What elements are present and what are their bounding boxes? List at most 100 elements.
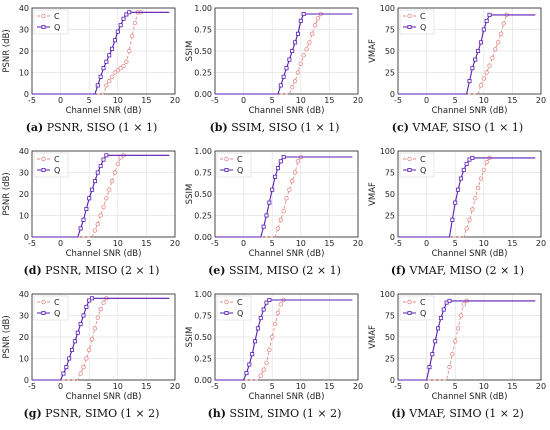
y-tick-label: 50 (385, 47, 395, 56)
x-tick-label: 10 (113, 239, 123, 248)
x-tick-label: -5 (394, 382, 402, 391)
data-point-q (264, 213, 269, 218)
data-point-q (98, 164, 103, 169)
x-tick-label: 5 (87, 239, 92, 248)
data-point-c (95, 315, 100, 320)
legend: CQ (33, 152, 69, 178)
y-tick-label: 0 (390, 376, 395, 385)
caption-prefix: (f) (390, 264, 407, 277)
legend: CQ (399, 295, 435, 321)
data-point-c (290, 84, 295, 90)
x-tick-label: 20 (353, 239, 363, 248)
chart-panel: -5 0 5 10 15 20 0 25 50 75 100 Channel SNR (dB) VMAF… (366, 143, 549, 261)
data-point-c (129, 33, 135, 39)
data-point-c (101, 300, 106, 305)
y-tick-label: 0.25 (194, 212, 212, 221)
caption-prefix: (d) (23, 264, 42, 277)
data-point-q (87, 298, 92, 303)
y-tick-label: 10 (19, 69, 29, 78)
y-tick-label: 0.25 (194, 355, 212, 364)
y-tick-label: 50 (385, 190, 395, 199)
x-tick-label: 5 (453, 382, 458, 391)
chart-panel: -5 0 5 10 15 20 0 10 20 30 40 Channel SNR (dB) PSNR … (0, 0, 183, 118)
data-point-q (101, 66, 106, 71)
legend-label: Q (420, 23, 426, 32)
data-point-q (267, 200, 272, 205)
legend-label: C (420, 298, 426, 307)
legend-marker (41, 299, 46, 305)
data-point-q (293, 40, 298, 45)
y-tick-label: 0.25 (194, 69, 212, 78)
legend-marker (407, 310, 412, 315)
plot-frame (397, 293, 542, 381)
data-point-q (281, 74, 286, 79)
data-point-c (109, 178, 115, 184)
x-tick-label: 20 (170, 382, 180, 391)
x-axis-label: Channel SNR (dB) (432, 392, 508, 402)
x-tick-label: 20 (536, 96, 546, 105)
legend-label: C (237, 155, 243, 164)
data-point-q (476, 49, 481, 54)
data-point-q (438, 316, 443, 321)
data-point-c (104, 196, 109, 201)
data-point-c (458, 313, 464, 318)
data-point-q (90, 296, 95, 301)
data-point-c (112, 70, 118, 75)
x-tick-label: 20 (536, 239, 546, 248)
x-axis-label: Channel SNR (dB) (66, 392, 142, 402)
plot-frame (397, 150, 542, 238)
chart-caption: (a) PSNR, SISO (1 × 1) (0, 121, 183, 134)
x-axis-label: Channel SNR (dB) (66, 106, 142, 116)
x-tick-label: 20 (170, 96, 180, 105)
data-point-q (95, 83, 100, 88)
x-axis-label: Channel SNR (dB) (432, 106, 508, 116)
caption-text: PSNR, MISO (2 × 1) (41, 264, 160, 277)
y-axis-label: SSIM (185, 327, 195, 348)
x-tick-label: 15 (507, 96, 517, 105)
legend-label: Q (237, 309, 243, 318)
caption-text: VMAF, MISO (2 × 1) (406, 264, 525, 277)
y-tick-label: 30 (19, 26, 29, 35)
data-point-c (101, 204, 106, 210)
data-point-c (78, 371, 83, 376)
chart-panel: -5 0 5 10 15 20 0.00 0.25 0.50 0.75 1.00 Channel SN… (183, 286, 366, 404)
legend-label: Q (420, 166, 426, 175)
chart-caption: (c) VMAF, SISO (1 × 1) (366, 121, 549, 134)
data-point-c (467, 217, 472, 222)
caption-text: VMAF, SISO (1 × 1) (408, 121, 524, 134)
x-tick-label: 5 (270, 96, 275, 105)
data-point-c (481, 167, 486, 173)
x-tick-label: -5 (211, 239, 219, 248)
x-tick-label: 0 (424, 96, 429, 105)
data-point-q (95, 170, 100, 175)
series-line-c (398, 300, 536, 381)
y-tick-label: 30 (19, 312, 29, 321)
data-point-q (281, 155, 286, 160)
x-axis-label: Channel SNR (dB) (432, 249, 508, 259)
data-point-c (84, 356, 89, 361)
data-point-c (121, 63, 126, 69)
data-point-c (115, 68, 120, 73)
chart-panel: -5 0 5 10 15 20 0 25 50 75 100 Channel SNR (dB) VMAF… (366, 0, 549, 118)
data-point-q (441, 307, 446, 312)
chart-svg: -5 0 5 10 15 20 0.00 0.25 0.50 0.75 1.00 Channel SN… (185, 290, 363, 402)
data-point-q (278, 83, 283, 88)
data-point-c (475, 185, 481, 191)
x-tick-label: 20 (353, 96, 363, 105)
x-tick-label: 10 (296, 96, 306, 105)
caption-text: SSIM, SISO (1 × 1) (227, 121, 340, 134)
x-tick-label: 15 (324, 239, 334, 248)
chart-caption: (g) PSNR, SIMO (1 × 2) (0, 407, 183, 420)
caption-text: PSNR, SIMO (1 × 2) (41, 407, 160, 420)
data-point-q (112, 38, 117, 43)
legend: CQ (33, 295, 69, 321)
data-point-q (98, 74, 103, 79)
legend-label: Q (54, 309, 60, 318)
legend-marker (407, 299, 412, 305)
x-tick-label: 0 (241, 96, 246, 105)
data-point-c (269, 334, 275, 340)
data-point-q (473, 57, 478, 62)
x-tick-label: 10 (113, 96, 123, 105)
data-point-q (447, 298, 452, 303)
y-tick-label: 40 (19, 290, 29, 299)
